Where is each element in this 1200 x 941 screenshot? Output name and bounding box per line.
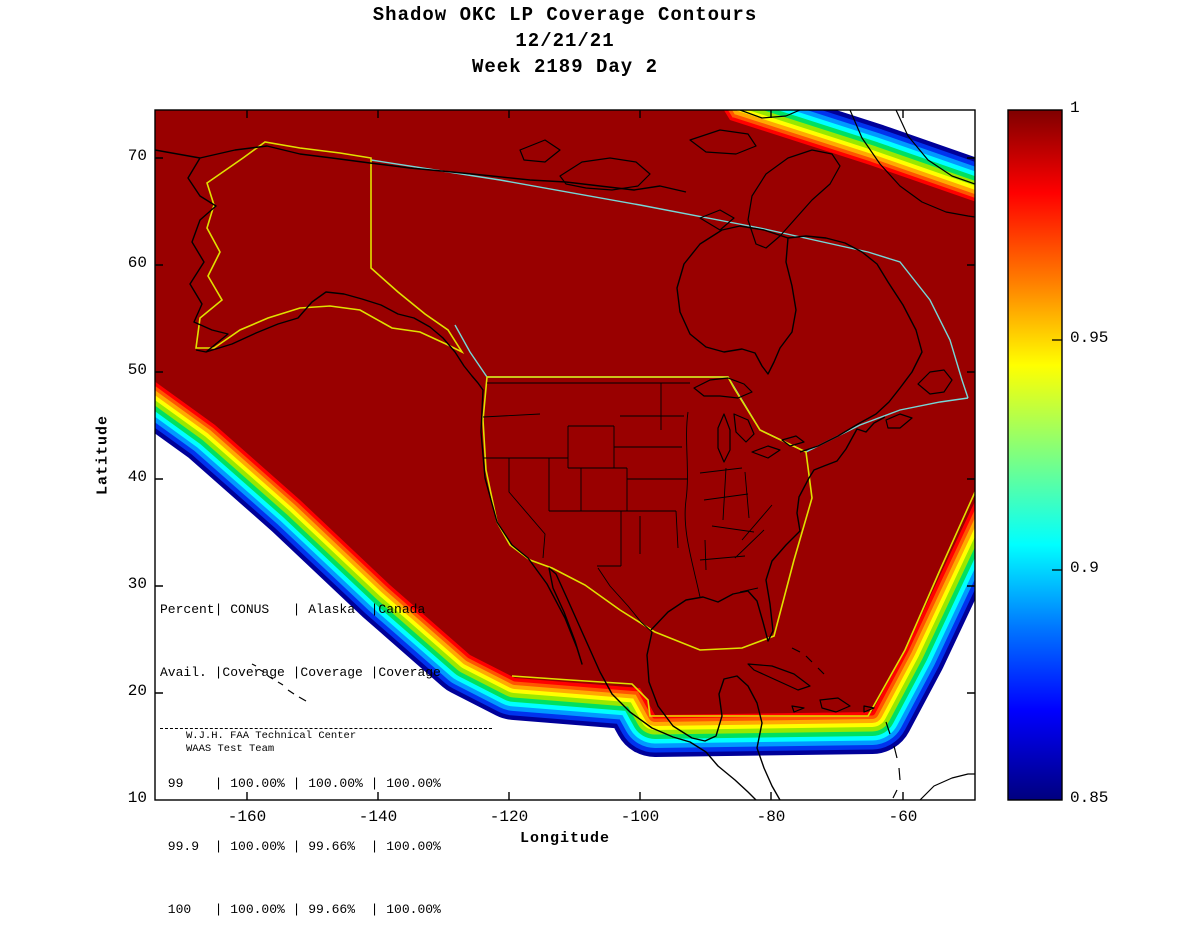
colorbar-ticks <box>1052 339 1062 571</box>
y-tick-label: 10 <box>127 789 147 807</box>
coast-main <box>155 145 923 800</box>
x-tick-label: -160 <box>227 808 267 826</box>
hawaii-islands <box>251 663 307 702</box>
coverage-table-row: 100 | 100.00% | 99.66% | 100.00% <box>160 902 441 917</box>
colorbar-tick-label: 0.9 <box>1070 559 1099 577</box>
y-tick-label: 40 <box>127 468 147 486</box>
chart-week-day: Week 2189 Day 2 <box>471 56 659 78</box>
colorbar-gradient <box>1007 109 1063 801</box>
coverage-map-canvas <box>154 109 1063 801</box>
x-tick-label: -100 <box>620 808 660 826</box>
colorbar <box>1007 109 1063 801</box>
caribbean-islands <box>747 647 975 800</box>
x-tick-label: -60 <box>888 808 918 826</box>
colorbar-tick-label: 0.85 <box>1070 789 1109 807</box>
coverage-table-row: 99.9 | 100.00% | 99.66% | 100.00% <box>160 839 441 854</box>
y-tick-label: 50 <box>127 361 147 379</box>
chart-date: 12/21/21 <box>515 30 615 52</box>
y-tick-label: 70 <box>127 147 147 165</box>
coverage-table-header-1: Percent| CONUS | Alaska |Canada <box>160 602 426 617</box>
coverage-table-separator <box>160 728 492 729</box>
state-borders <box>482 382 773 633</box>
chart-title: Shadow OKC LP Coverage Contours <box>372 4 758 26</box>
x-tick-label: -120 <box>489 808 529 826</box>
x-axis-label: Longitude <box>519 830 610 847</box>
y-axis-label: Latitude <box>94 414 112 496</box>
x-tick-label: -140 <box>358 808 398 826</box>
colorbar-tick-label: 1 <box>1070 99 1080 117</box>
x-tick-label: -80 <box>756 808 786 826</box>
coverage-table-header-2: Avail. |Coverage |Coverage |Coverage <box>160 665 441 680</box>
great-lakes <box>693 377 805 463</box>
y-tick-label: 20 <box>127 682 147 700</box>
axes-frame <box>154 109 976 801</box>
attribution-org: W.J.H. FAA Technical Center <box>186 730 357 742</box>
arctic-islands <box>519 110 975 429</box>
contour-layer <box>155 110 975 800</box>
colorbar-tick-label: 0.95 <box>1070 329 1109 347</box>
coverage-table-row: 99 | 100.00% | 100.00% | 100.00% <box>160 776 441 791</box>
y-tick-label: 60 <box>127 254 147 272</box>
attribution: W.J.H. FAA Technical Center WAAS Test Te… <box>186 730 356 756</box>
figure: { "title": { "line1": "Shadow OKC LP Cov… <box>94 4 1109 917</box>
y-tick-label: 30 <box>127 575 147 593</box>
coastlines <box>155 110 975 800</box>
attribution-team: WAAS Test Team <box>186 743 275 755</box>
